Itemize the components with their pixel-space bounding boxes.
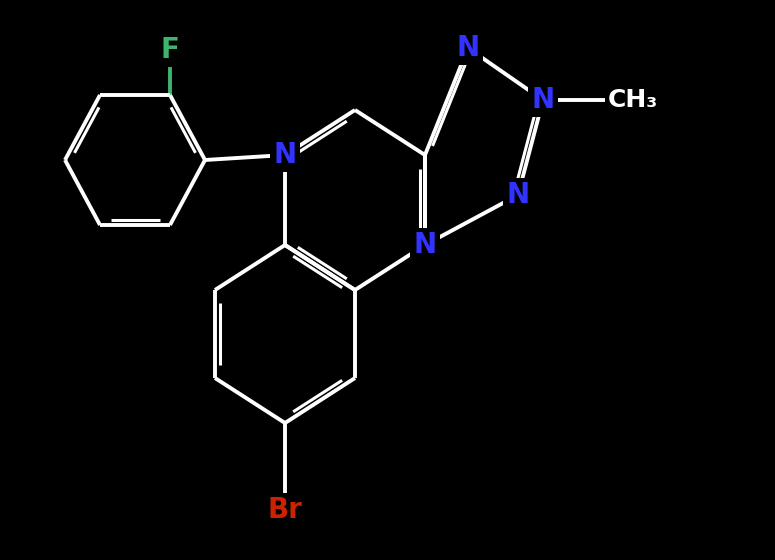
Text: CH₃: CH₃	[608, 88, 658, 112]
Text: N: N	[456, 34, 480, 62]
Text: Br: Br	[267, 496, 302, 524]
Text: N: N	[506, 181, 529, 209]
Text: N: N	[413, 231, 436, 259]
Text: N: N	[532, 86, 555, 114]
Text: F: F	[160, 36, 180, 64]
Text: N: N	[274, 141, 297, 169]
